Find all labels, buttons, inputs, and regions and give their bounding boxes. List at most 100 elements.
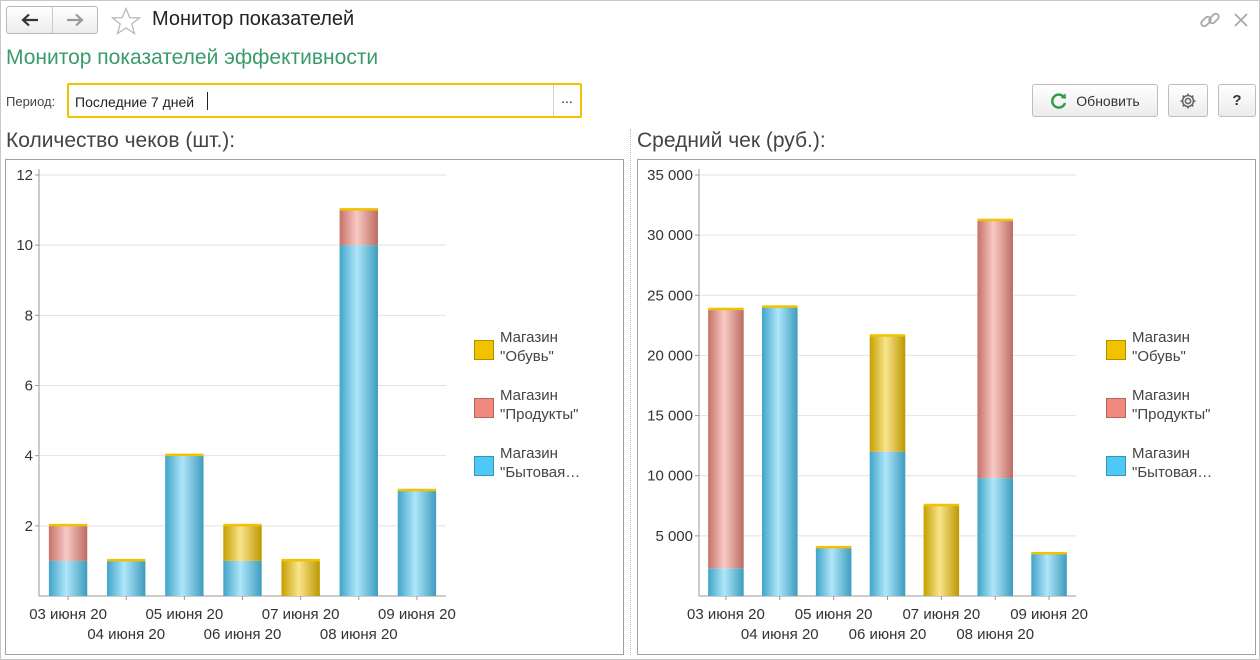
bar-cap — [48, 523, 88, 527]
bar-cap — [762, 305, 798, 308]
help-button[interactable]: ? — [1218, 84, 1256, 117]
chart-average-plot: 35 000 30 000 25 000 20 000 15 000 10 000 5 00… — [647, 167, 1088, 643]
navigation-buttons — [6, 6, 98, 34]
panel-divider — [630, 129, 631, 655]
forward-button[interactable] — [52, 7, 97, 33]
y-tick-label: 12 — [16, 167, 33, 184]
legend-swatch — [474, 398, 494, 418]
x-tick-label: 08 июня 20 — [956, 626, 1034, 643]
y-tick-label: 5 000 — [655, 528, 693, 545]
gear-icon — [1180, 93, 1196, 108]
legend-label: Магазин "Бытовая… — [1132, 445, 1213, 481]
bar-segment[interactable] — [48, 560, 88, 596]
x-tick-label: 07 июня 20 — [262, 606, 340, 623]
x-tick-label: 06 июня 20 — [204, 626, 282, 643]
favorite-star-icon[interactable] — [111, 7, 141, 35]
legend-item: Магазин "Бытовая… — [474, 444, 604, 486]
title-bar: Монитор показателей — [1, 1, 1259, 39]
refresh-label: Обновить — [1076, 92, 1140, 109]
bar-segment[interactable] — [223, 560, 262, 596]
y-tick-label: 6 — [25, 378, 33, 395]
text-caret — [207, 92, 208, 110]
y-tick-label: 35 000 — [647, 167, 693, 184]
bar-cap — [107, 558, 146, 562]
chart-average: 35 000 30 000 25 000 20 000 15 000 10 000 5 00… — [637, 159, 1256, 655]
x-tick-label: 04 июня 20 — [741, 626, 819, 643]
bar-segment[interactable] — [223, 525, 262, 561]
x-tick-label: 09 июня 20 — [1010, 606, 1088, 623]
bar-segment[interactable] — [708, 309, 744, 569]
bar-cap — [281, 558, 320, 562]
settings-button[interactable] — [1168, 84, 1208, 117]
bar-segment[interactable] — [339, 245, 378, 596]
close-icon[interactable] — [1231, 10, 1251, 30]
x-tick-label: 06 июня 20 — [849, 626, 927, 643]
refresh-icon — [1051, 92, 1067, 109]
bar-segment[interactable] — [1031, 553, 1067, 596]
y-tick-label: 4 — [25, 448, 33, 465]
chart-title-average: Средний чек (руб.): — [637, 129, 826, 152]
bar-segment[interactable] — [107, 560, 146, 596]
legend-swatch — [474, 456, 494, 476]
bar-cap — [869, 334, 906, 337]
bar-segment[interactable] — [869, 336, 906, 452]
bar-cap — [815, 545, 852, 549]
y-tick-label: 15 000 — [647, 408, 693, 425]
chart-checks-plot: 12 10 8 6 4 2 03 июня 20 04 июня 20 05 июня 20 06… — [16, 167, 456, 643]
period-input[interactable]: Последние 7 дней ... — [67, 83, 582, 118]
bar-segment[interactable] — [397, 490, 437, 596]
bar-segment[interactable] — [165, 455, 204, 596]
y-tick-label: 30 000 — [647, 227, 693, 244]
form-title: Монитор показателей эффективности — [6, 46, 379, 69]
x-tick-label: 05 июня 20 — [795, 606, 873, 623]
bar-cap — [397, 488, 437, 492]
arrow-left-icon — [20, 13, 38, 27]
link-icon[interactable] — [1199, 9, 1221, 31]
x-tick-label: 03 июня 20 — [687, 606, 765, 623]
bar-segment[interactable] — [708, 568, 744, 596]
legend-item: Магазин "Обувь" — [1106, 328, 1236, 370]
x-tick-label: 05 июня 20 — [145, 606, 223, 623]
y-tick-label: 8 — [25, 307, 33, 324]
legend-label: Магазин "Продукты" — [500, 387, 579, 423]
refresh-button[interactable]: Обновить — [1032, 84, 1158, 117]
bar-cap — [708, 307, 744, 311]
bar-segment[interactable] — [339, 210, 378, 246]
legend-label: Магазин "Обувь" — [1132, 329, 1190, 365]
x-tick-label: 09 июня 20 — [378, 606, 456, 623]
bar-segment[interactable] — [977, 478, 1013, 596]
chart-title-checks: Количество чеков (шт.): — [6, 129, 236, 152]
bar-segment[interactable] — [762, 307, 798, 596]
legend-swatch — [474, 340, 494, 360]
legend-item: Магазин "Продукты" — [474, 386, 604, 428]
period-select-button[interactable]: ... — [553, 85, 580, 116]
bar-cap — [923, 503, 960, 507]
bar-cap — [977, 218, 1013, 222]
legend-item: Магазин "Продукты" — [1106, 386, 1236, 428]
bar-segment[interactable] — [48, 525, 88, 561]
bar-segment[interactable] — [923, 505, 960, 596]
legend-swatch — [1106, 398, 1126, 418]
y-tick-label: 20 000 — [647, 347, 693, 364]
x-tick-label: 08 июня 20 — [320, 626, 398, 643]
legend-item: Магазин "Обувь" — [474, 328, 604, 370]
legend-swatch — [1106, 340, 1126, 360]
bar-cap — [339, 208, 378, 211]
legend-swatch — [1106, 456, 1126, 476]
legend-label: Магазин "Продукты" — [1132, 387, 1211, 423]
y-tick-label: 10 000 — [647, 468, 693, 485]
back-button[interactable] — [7, 7, 52, 33]
y-tick-label: 25 000 — [647, 287, 693, 304]
bar-cap — [1031, 551, 1067, 555]
bar-segment[interactable] — [977, 220, 1013, 479]
bar-segment[interactable] — [815, 547, 852, 596]
legend-item: Магазин "Бытовая… — [1106, 444, 1236, 486]
arrow-right-icon — [67, 13, 84, 27]
bar-segment[interactable] — [869, 451, 906, 596]
x-tick-label: 07 июня 20 — [902, 606, 980, 623]
bar-segment[interactable] — [281, 560, 320, 596]
y-tick-label: 2 — [25, 518, 33, 535]
period-value: Последние 7 дней — [75, 94, 195, 110]
period-label: Период: — [6, 94, 56, 109]
legend-label: Магазин "Бытовая… — [500, 445, 581, 481]
